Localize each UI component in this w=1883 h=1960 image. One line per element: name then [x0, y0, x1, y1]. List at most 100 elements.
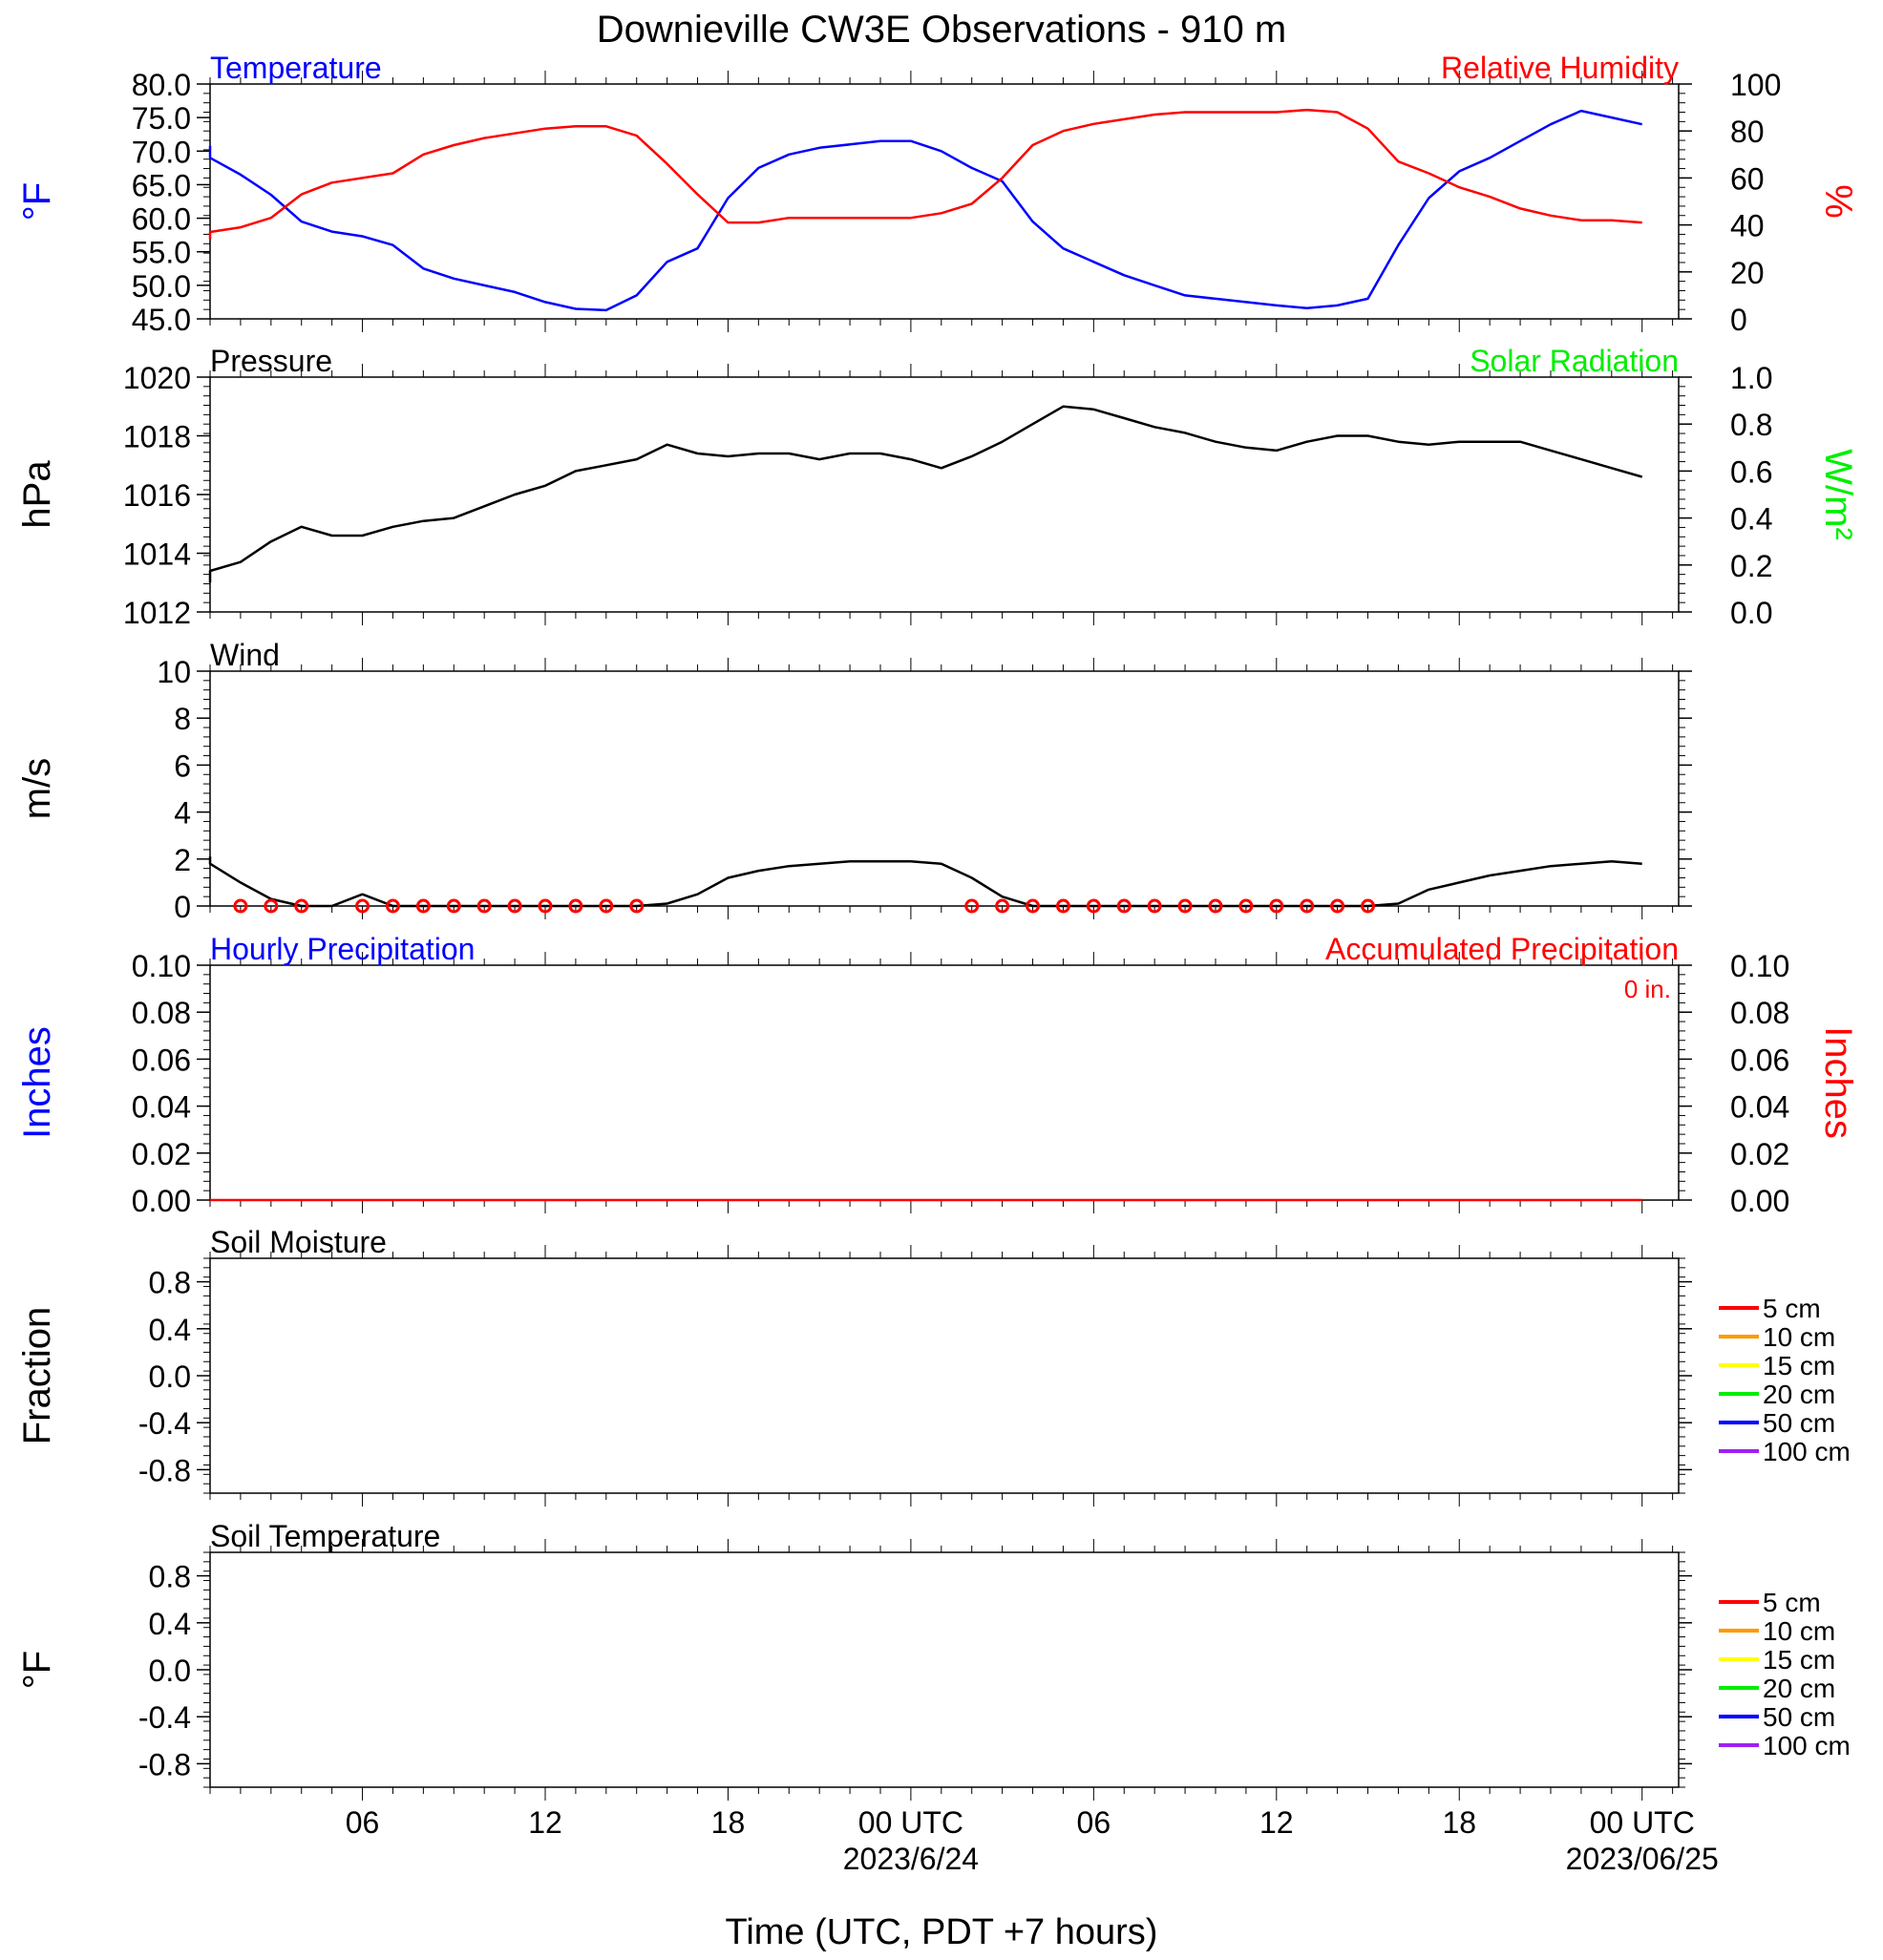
- y-tick-label-left: 0.4: [149, 1607, 191, 1641]
- y-axis-label-left: Inches: [16, 1026, 58, 1139]
- calm-wind-marker: [1055, 898, 1070, 914]
- calm-wind-marker: [1177, 898, 1193, 914]
- legend-label: 5 cm: [1763, 1588, 1821, 1617]
- y-tick-label-right: 100: [1730, 68, 1781, 102]
- x-axis-label: Time (UTC, PDT +7 hours): [726, 1912, 1158, 1952]
- y-tick-label-right: 0.8: [1730, 408, 1772, 442]
- panel-temperature_humidity: 80.075.070.065.060.055.050.045.0 100 80 60 4…: [16, 51, 1859, 337]
- panel-precipitation: 0.10 0.08 0.06 0.04 0.02 0.00 0.10 0.08 0.06 0.04…: [16, 932, 1859, 1218]
- legend-label: 20 cm: [1763, 1380, 1835, 1409]
- y-axis-label-left: Fraction: [16, 1307, 58, 1445]
- panel-wind: 10 8 6 4 2 0 Wind m/s: [16, 638, 1692, 924]
- x-tick-label: 12: [1259, 1805, 1294, 1840]
- y-tick-label-left: 0: [174, 890, 191, 924]
- accumulated-total-label: 0 in.: [1624, 975, 1671, 1003]
- series-line-wind: [208, 856, 1642, 908]
- y-tick-label-left: 0.4: [149, 1313, 191, 1347]
- figure-title: Downieville CW3E Observations - 910 m: [597, 9, 1286, 51]
- y-tick-label-left: 0.00: [132, 1184, 191, 1218]
- y-axis-label-right: W/m²: [1817, 449, 1859, 540]
- calm-wind-marker: [629, 898, 645, 914]
- y-axis-label-left: °F: [16, 1651, 58, 1689]
- y-tick-label-left: 1012: [123, 596, 191, 630]
- y-tick-label-right: 0.2: [1730, 549, 1772, 583]
- x-tick-label: 06: [1077, 1805, 1111, 1840]
- y-tick-label-right: 40: [1730, 209, 1765, 243]
- plot-frame: [209, 83, 1680, 320]
- x-tick-label: 06: [346, 1805, 380, 1840]
- y-tick-label-left: 0.0: [149, 1654, 191, 1688]
- y-tick-label-left: 0.08: [132, 996, 191, 1030]
- series-line-pressure: [208, 405, 1643, 583]
- y-tick-label-left: 70.0: [132, 135, 191, 169]
- calm-wind-marker: [476, 898, 492, 914]
- y-tick-label-left: 1018: [123, 420, 191, 454]
- y-tick-label-left: 10: [157, 655, 191, 689]
- calm-wind-marker: [964, 898, 980, 914]
- x-tick-label: 00 UTC: [858, 1805, 963, 1840]
- panel-title-right: Relative Humidity: [1441, 51, 1679, 85]
- legend-label: 5 cm: [1763, 1294, 1821, 1323]
- y-tick-label-right: 60: [1730, 161, 1765, 196]
- x-tick-label: 18: [1442, 1805, 1476, 1840]
- x-date-label: 2023/06/25: [1566, 1842, 1719, 1876]
- calm-wind-marker: [1147, 898, 1162, 914]
- panel-title-right: Solar Radiation: [1470, 344, 1679, 378]
- legend-label: 10 cm: [1763, 1616, 1835, 1646]
- legend-label: 50 cm: [1763, 1408, 1835, 1438]
- panel-title-right: Accumulated Precipitation: [1325, 932, 1679, 966]
- calm-wind-marker: [568, 898, 583, 914]
- legend-label: 100 cm: [1763, 1731, 1851, 1760]
- y-tick-label-left: 8: [174, 702, 191, 736]
- y-tick-label-left: -0.8: [138, 1453, 191, 1487]
- calm-wind-marker: [1300, 898, 1315, 914]
- y-tick-label-left: 80.0: [132, 68, 191, 102]
- legend-label: 20 cm: [1763, 1674, 1835, 1703]
- y-tick-label-left: -0.4: [138, 1700, 191, 1735]
- y-tick-label-left: 1016: [123, 478, 191, 513]
- calm-wind-marker: [599, 898, 614, 914]
- calm-wind-marker: [1330, 898, 1345, 914]
- y-tick-label-left: 4: [174, 796, 191, 831]
- x-date-label: 2023/6/24: [843, 1842, 979, 1876]
- y-tick-label-left: 0.04: [132, 1090, 191, 1125]
- calm-wind-marker: [1086, 898, 1101, 914]
- calm-wind-marker: [538, 898, 553, 914]
- y-tick-label-left: 60.0: [132, 202, 191, 237]
- y-axis-label-left: m/s: [16, 758, 58, 819]
- calm-wind-marker: [1116, 898, 1132, 914]
- calm-wind-marker: [1361, 898, 1376, 914]
- legend-label: 15 cm: [1763, 1645, 1835, 1675]
- calm-wind-marker: [264, 898, 279, 914]
- y-tick-label-left: 0.0: [149, 1359, 191, 1394]
- y-tick-label-right: 0.6: [1730, 454, 1772, 489]
- calm-wind-marker: [446, 898, 461, 914]
- y-tick-label-right: 0.04: [1730, 1090, 1789, 1125]
- series-line-temperature: [208, 109, 1642, 312]
- legend-label: 100 cm: [1763, 1437, 1851, 1466]
- calm-wind-marker: [355, 898, 370, 914]
- y-tick-label-right: 0.02: [1730, 1137, 1789, 1171]
- y-tick-label-right: 0.0: [1730, 596, 1772, 630]
- panel-title-left: Temperature: [210, 51, 382, 85]
- panel-title-left: Pressure: [210, 344, 332, 378]
- x-tick-label: 12: [528, 1805, 562, 1840]
- y-tick-label-left: 2: [174, 843, 191, 877]
- y-tick-label-right: 0.4: [1730, 502, 1772, 537]
- y-axis-label-left: hPa: [16, 460, 58, 529]
- calm-wind-marker: [1238, 898, 1254, 914]
- y-tick-label-right: 80: [1730, 115, 1765, 149]
- y-tick-label-left: 1014: [123, 537, 191, 572]
- y-tick-label-left: 75.0: [132, 101, 191, 136]
- y-axis-label-right: Inches: [1817, 1026, 1859, 1139]
- legend-label: 50 cm: [1763, 1702, 1835, 1732]
- panel-title-left: Soil Temperature: [210, 1519, 440, 1553]
- legend-label: 10 cm: [1763, 1322, 1835, 1352]
- y-tick-label-right: 0.06: [1730, 1043, 1789, 1077]
- y-tick-label-right: 0.08: [1730, 996, 1789, 1030]
- y-axis-label-right: %: [1817, 184, 1859, 219]
- y-axis-label-left: °F: [16, 182, 58, 221]
